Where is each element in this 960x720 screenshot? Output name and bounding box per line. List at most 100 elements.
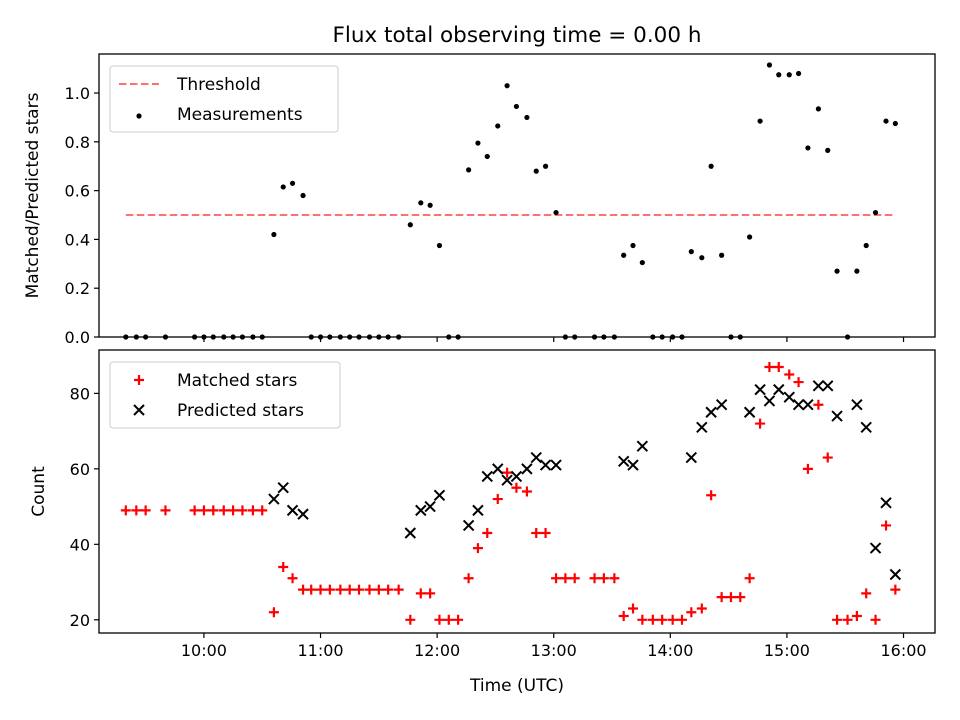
data-point bbox=[869, 542, 882, 554]
data-point bbox=[434, 614, 445, 625]
data-point bbox=[550, 459, 562, 471]
legend-x-swatch bbox=[133, 404, 145, 416]
data-point bbox=[315, 584, 326, 595]
data-point bbox=[502, 467, 513, 478]
data-point bbox=[618, 611, 629, 622]
data-point bbox=[792, 399, 805, 411]
y-axis-label: Matched/Predicted stars bbox=[23, 92, 43, 298]
legend-label: Threshold bbox=[176, 75, 261, 95]
data-point bbox=[715, 399, 728, 411]
data-point bbox=[531, 528, 542, 539]
data-point bbox=[415, 588, 426, 599]
x-tick-label: 14:00 bbox=[647, 641, 693, 660]
data-point bbox=[609, 573, 620, 584]
data-point bbox=[851, 399, 863, 411]
data-point bbox=[280, 184, 286, 190]
data-point bbox=[278, 561, 289, 572]
data-point bbox=[795, 70, 802, 77]
y-tick-label: 80 bbox=[70, 384, 90, 403]
x-axis-label: Time (UTC) bbox=[469, 676, 564, 696]
data-point bbox=[277, 482, 289, 494]
legend-label: Measurements bbox=[177, 105, 303, 125]
data-point bbox=[639, 259, 645, 266]
data-point bbox=[553, 209, 559, 216]
data-point bbox=[530, 451, 542, 464]
data-point bbox=[636, 440, 649, 452]
data-point bbox=[324, 584, 335, 595]
legend-dot-swatch bbox=[136, 113, 142, 119]
data-point bbox=[786, 72, 792, 78]
x-tick-label: 13:00 bbox=[531, 641, 577, 660]
data-point bbox=[696, 603, 707, 614]
data-point bbox=[335, 584, 346, 595]
data-point bbox=[344, 584, 355, 595]
data-point bbox=[354, 584, 365, 595]
series-predicted-stars bbox=[268, 380, 902, 581]
data-point bbox=[637, 614, 648, 625]
data-point bbox=[198, 505, 209, 516]
legend-label: Matched stars bbox=[177, 371, 297, 391]
data-point bbox=[540, 528, 551, 539]
data-point bbox=[744, 573, 755, 584]
x-tick-label: 15:00 bbox=[764, 641, 810, 660]
data-point bbox=[889, 568, 902, 581]
data-point bbox=[657, 614, 668, 625]
data-point bbox=[287, 573, 298, 584]
x-tick-label: 10:00 bbox=[181, 641, 227, 660]
data-point bbox=[863, 242, 869, 249]
data-point bbox=[415, 504, 427, 517]
data-point bbox=[743, 406, 756, 418]
data-point bbox=[872, 209, 879, 216]
bottom-panel-star-counts: 10:00 11:00 12:00 13:00 14:00 15:00 16:00 20 40 6… bbox=[29, 349, 936, 660]
data-point bbox=[627, 459, 639, 471]
x-tick-label: 11:00 bbox=[297, 641, 343, 660]
data-point bbox=[764, 361, 775, 372]
data-point bbox=[404, 527, 417, 539]
data-point bbox=[475, 140, 481, 146]
data-point bbox=[482, 528, 493, 539]
data-point bbox=[481, 470, 493, 483]
data-point bbox=[825, 147, 831, 153]
data-point bbox=[131, 505, 142, 516]
data-point bbox=[773, 361, 784, 372]
data-point bbox=[766, 62, 773, 68]
data-point bbox=[306, 584, 317, 595]
data-point bbox=[373, 584, 384, 595]
data-point bbox=[511, 482, 522, 493]
series-matched-stars bbox=[120, 361, 901, 625]
data-point bbox=[890, 584, 901, 595]
data-point bbox=[495, 123, 501, 129]
y-tick-label: 0.0 bbox=[65, 328, 90, 347]
data-point bbox=[466, 167, 472, 173]
legend: Matched stars Predicted stars bbox=[109, 361, 341, 429]
data-point bbox=[453, 614, 464, 625]
data-point bbox=[747, 234, 753, 240]
data-point bbox=[140, 505, 151, 516]
data-point bbox=[716, 592, 727, 603]
data-point bbox=[443, 614, 454, 625]
data-point bbox=[462, 519, 475, 532]
data-point bbox=[822, 380, 834, 392]
data-point bbox=[773, 383, 785, 396]
data-point bbox=[247, 505, 258, 516]
data-point bbox=[160, 505, 171, 516]
y-tick-label: 40 bbox=[70, 535, 90, 554]
data-point bbox=[463, 573, 474, 584]
data-point bbox=[524, 114, 530, 121]
data-point bbox=[699, 255, 705, 261]
axes-frame bbox=[98, 349, 936, 634]
data-point bbox=[501, 474, 513, 486]
data-point bbox=[228, 505, 239, 516]
data-point bbox=[755, 418, 766, 429]
data-point bbox=[813, 399, 824, 410]
data-point bbox=[425, 588, 436, 599]
y-tick-label: 0.6 bbox=[65, 182, 90, 201]
y-axis-label: Count bbox=[29, 466, 49, 517]
top-panel-flux-ratio: 0.0 0.2 0.4 0.6 0.8 1.0 Matched/Predicted star… bbox=[23, 53, 936, 347]
data-point bbox=[120, 505, 131, 516]
data-point bbox=[667, 614, 678, 625]
chart-title: Flux total observing time = 0.00 h bbox=[333, 23, 702, 48]
data-point bbox=[628, 603, 639, 614]
data-point bbox=[834, 268, 840, 274]
data-point bbox=[472, 543, 483, 554]
